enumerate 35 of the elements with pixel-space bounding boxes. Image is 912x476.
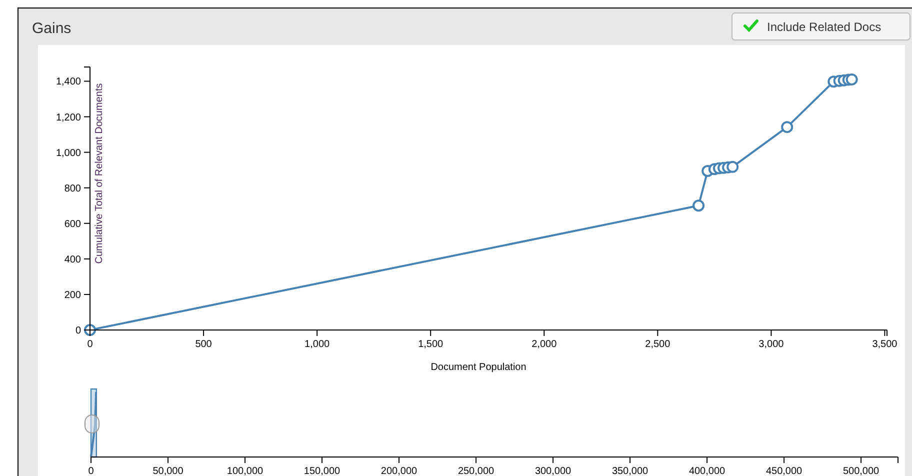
x-tick-label: 0 bbox=[87, 339, 94, 350]
point bbox=[726, 160, 739, 173]
point bbox=[846, 73, 858, 86]
y-tick-label: 1,000 bbox=[56, 148, 82, 159]
x-tick-label: 0 bbox=[88, 466, 94, 476]
y-tick-label: 1,200 bbox=[56, 112, 82, 124]
x-axis-title: Document Population bbox=[430, 362, 526, 373]
x-tick-label: 50,000 bbox=[152, 466, 184, 476]
x-tick-label: 500,000 bbox=[842, 466, 880, 476]
x-tick-label: 2,500 bbox=[645, 339, 671, 350]
y-tick-label: 400 bbox=[64, 254, 82, 266]
x-tick-label: 300,000 bbox=[534, 466, 572, 476]
y-tick-label: 200 bbox=[64, 290, 82, 301]
y-tick-label: 600 bbox=[64, 218, 82, 230]
chart-title: Gains bbox=[32, 20, 72, 37]
x-tick-label: 200,000 bbox=[380, 466, 418, 476]
x-tick-label: 350,000 bbox=[612, 466, 649, 476]
x-tick-label: 250,000 bbox=[458, 466, 495, 476]
x-tick-label: 1,500 bbox=[418, 339, 444, 350]
y-tick-label: 800 bbox=[64, 183, 82, 194]
x-tick-label: 3,000 bbox=[758, 339, 784, 350]
x-tick-label: 150,000 bbox=[304, 466, 341, 476]
x-tick-label: 450,000 bbox=[766, 466, 803, 476]
y-tick-label: 0 bbox=[75, 326, 82, 336]
x-tick-label: 100,000 bbox=[226, 466, 264, 476]
x-tick-label: 3,500 bbox=[872, 339, 898, 350]
point bbox=[692, 200, 705, 212]
y-axis-title: Cumulative Total of Relevant Documents bbox=[94, 83, 105, 264]
point bbox=[781, 121, 794, 134]
x-tick-label: 400,000 bbox=[688, 466, 726, 476]
x-tick-label: 1,000 bbox=[304, 339, 330, 350]
text: Include Related Docs bbox=[767, 20, 882, 34]
x-tick-label: 500 bbox=[195, 339, 212, 350]
x-tick-label: 2,000 bbox=[532, 339, 558, 350]
y-tick-label: 1,400 bbox=[56, 76, 82, 88]
